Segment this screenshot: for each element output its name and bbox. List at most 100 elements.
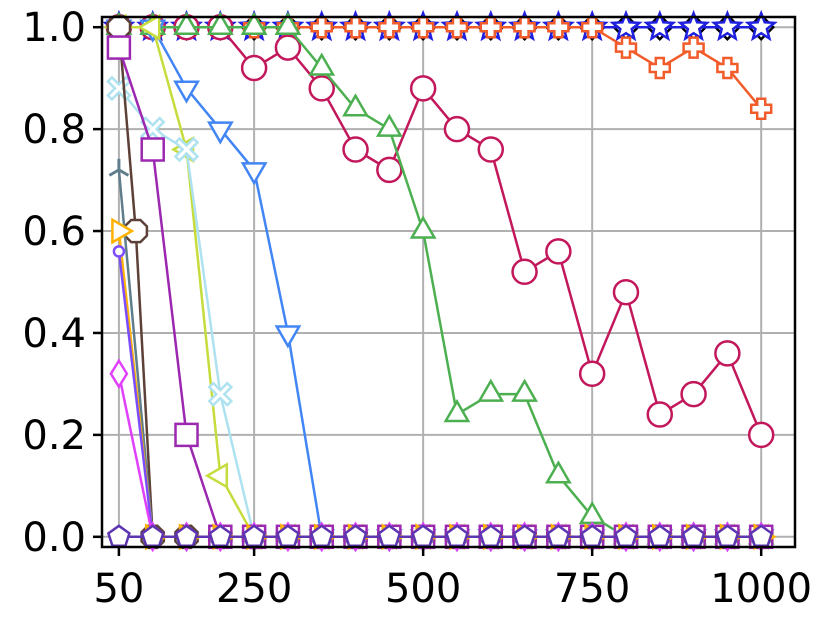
octagon-marker — [106, 14, 132, 40]
series-5 — [105, 11, 775, 545]
marker-stroke — [108, 168, 120, 177]
circle-marker — [646, 401, 674, 428]
x-marker — [173, 136, 200, 163]
triangle-up-marker — [206, 11, 234, 35]
series-line — [117, 27, 762, 539]
x-tick-label: 750 — [554, 566, 630, 612]
star-marker — [710, 9, 745, 42]
triangle-left-marker — [137, 13, 161, 41]
triangle-up-marker — [274, 11, 302, 35]
star-marker — [744, 9, 778, 42]
circle-marker — [477, 136, 505, 163]
pentagon-marker — [580, 524, 605, 547]
x-marker — [207, 381, 234, 407]
series-line — [118, 25, 762, 539]
triangle-up-marker — [409, 215, 437, 239]
series-line — [118, 25, 762, 539]
plot-frame — [100, 15, 797, 549]
star-marker — [676, 9, 711, 42]
plus-marker — [614, 36, 638, 59]
circle-marker — [680, 380, 707, 408]
circle-marker — [612, 278, 640, 306]
circle-marker — [409, 75, 437, 102]
square-marker — [140, 137, 165, 162]
circle-marker — [376, 156, 403, 184]
triangle-down-marker — [240, 162, 268, 186]
pentagon-marker — [614, 524, 638, 547]
y-tick-label: 0.0 — [22, 515, 86, 561]
circle-marker — [274, 34, 302, 61]
series-9 — [106, 14, 774, 550]
pentagon-marker — [478, 524, 503, 547]
pentagon-marker — [208, 524, 233, 547]
triangle-left-marker — [204, 462, 229, 490]
circle-marker — [443, 115, 471, 143]
x-tick-label: 50 — [93, 566, 144, 612]
pentagon-marker — [276, 524, 300, 547]
triangle-up-marker — [477, 378, 505, 402]
triangle-down-marker — [274, 325, 302, 349]
pentagon-marker — [343, 524, 368, 547]
y-tick-label: 0.8 — [22, 107, 86, 153]
plus-marker — [682, 36, 705, 59]
y-tick-label: 1.0 — [22, 5, 86, 51]
circle-marker — [578, 360, 606, 387]
star-marker — [609, 9, 643, 42]
plus-marker — [749, 97, 773, 120]
circle-marker — [240, 54, 268, 82]
series-line — [118, 25, 762, 539]
circle-marker — [342, 136, 369, 163]
plus-marker — [445, 15, 469, 39]
triangle-up-marker — [342, 93, 369, 117]
pentagon-marker — [512, 524, 537, 547]
thin-diamond-marker — [109, 358, 129, 390]
plus-marker — [344, 15, 367, 39]
triangle-right-marker — [111, 217, 135, 245]
pentagon-marker — [715, 524, 740, 547]
pentagon-marker — [174, 524, 199, 547]
pentagon-marker — [445, 524, 469, 547]
x-tick-label: 1000 — [710, 566, 812, 612]
pentagon-marker — [411, 524, 436, 547]
plus-marker — [513, 15, 536, 39]
pentagon-marker — [647, 524, 672, 547]
triangle-down-marker — [173, 80, 200, 104]
marker-stroke — [118, 168, 130, 177]
small-circle-marker — [112, 245, 126, 258]
plus-marker — [411, 15, 435, 39]
plus-marker — [716, 56, 739, 80]
pentagon-marker — [377, 524, 402, 547]
series-line — [117, 47, 762, 539]
pentagon-marker — [106, 524, 131, 547]
pentagon-marker — [681, 524, 706, 547]
x-tick-label: 250 — [216, 566, 292, 612]
triangle-up-marker — [544, 460, 572, 484]
triangle-up-marker — [173, 11, 200, 35]
circle-marker — [308, 75, 335, 102]
square-marker — [106, 35, 132, 60]
triangle-up-marker — [308, 52, 336, 76]
y-axis: 0.0 0.2 0.4 0.6 0.8 1.0 — [22, 5, 102, 561]
plus-marker — [580, 15, 604, 39]
square-marker — [174, 422, 199, 448]
pentagon-marker — [546, 524, 571, 547]
y-tick-label: 0.4 — [22, 311, 86, 357]
circle-marker — [545, 238, 572, 265]
plus-marker — [479, 15, 503, 39]
x-tick-label: 500 — [385, 566, 461, 612]
series-6 — [105, 19, 775, 553]
triangle-down-marker — [206, 121, 234, 145]
y-tick-label: 0.6 — [22, 209, 86, 255]
pentagon-marker — [749, 524, 774, 547]
series-15 — [106, 524, 774, 547]
triangle-up-marker — [375, 113, 403, 137]
triangle-up-marker — [443, 398, 471, 423]
plus-marker — [648, 56, 672, 80]
triangle-up-marker — [240, 11, 268, 35]
circle-marker — [714, 340, 741, 367]
plus-marker — [378, 15, 401, 39]
tri-marker — [108, 158, 130, 177]
y-tick-label: 0.2 — [22, 413, 86, 459]
circle-marker — [747, 421, 775, 449]
